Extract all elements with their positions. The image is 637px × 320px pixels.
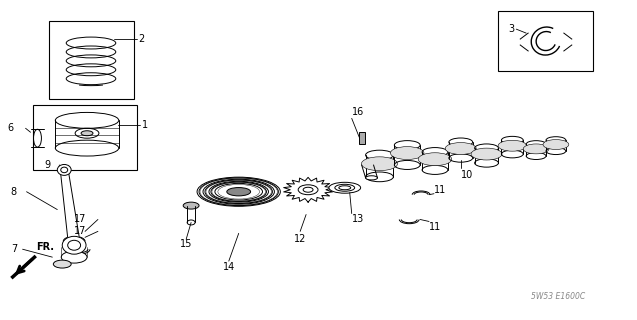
Ellipse shape (57, 164, 71, 175)
Bar (49, 21, 134, 99)
Ellipse shape (298, 185, 318, 195)
Text: 14: 14 (223, 262, 235, 272)
Text: 16: 16 (352, 108, 364, 117)
Text: 13: 13 (352, 214, 364, 224)
Text: 17: 17 (74, 226, 87, 236)
Text: 3: 3 (508, 24, 515, 34)
Ellipse shape (361, 157, 397, 171)
Ellipse shape (203, 179, 275, 204)
Ellipse shape (445, 142, 476, 155)
Text: 7: 7 (11, 244, 17, 254)
Text: FR.: FR. (36, 242, 55, 252)
Text: 10: 10 (461, 170, 473, 180)
Text: 2: 2 (139, 34, 145, 44)
Text: 6: 6 (8, 123, 14, 133)
Text: 9: 9 (45, 160, 50, 170)
Text: 1: 1 (141, 120, 148, 130)
Text: 17: 17 (74, 214, 87, 224)
Ellipse shape (329, 182, 361, 193)
Text: 11: 11 (429, 222, 441, 232)
Ellipse shape (197, 177, 280, 206)
Text: 15: 15 (180, 239, 192, 249)
Ellipse shape (523, 144, 549, 154)
Ellipse shape (366, 176, 378, 180)
Ellipse shape (471, 148, 502, 160)
Ellipse shape (183, 202, 199, 209)
Ellipse shape (209, 181, 268, 202)
Ellipse shape (215, 183, 262, 200)
Bar (32, 106, 136, 170)
Ellipse shape (54, 260, 71, 268)
Ellipse shape (62, 236, 86, 254)
Ellipse shape (61, 251, 87, 263)
Ellipse shape (81, 131, 93, 136)
Polygon shape (61, 170, 80, 242)
Ellipse shape (498, 140, 526, 151)
Text: 11: 11 (434, 185, 447, 195)
Bar (498, 11, 592, 71)
Bar (359, 132, 364, 144)
Text: 8: 8 (11, 187, 17, 197)
Text: 5W53 E1600C: 5W53 E1600C (531, 292, 585, 301)
Ellipse shape (419, 153, 452, 166)
Text: 12: 12 (294, 234, 306, 244)
Ellipse shape (390, 147, 424, 159)
Ellipse shape (227, 188, 250, 196)
Ellipse shape (543, 140, 569, 149)
